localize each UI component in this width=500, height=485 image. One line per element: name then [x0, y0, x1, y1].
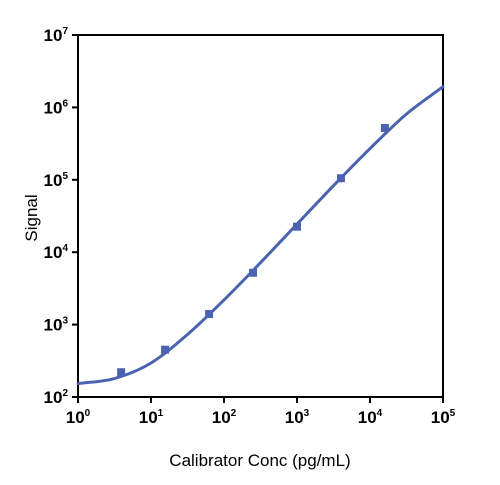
x-tick-label: 103	[285, 408, 310, 427]
fit-curve	[76, 85, 445, 386]
fit-curve-layer	[76, 85, 445, 386]
data-point	[161, 345, 170, 354]
x-axis-title: Calibrator Conc (pg/mL)	[169, 451, 350, 470]
y-tick-label: 106	[44, 98, 69, 117]
plot-frame	[77, 34, 444, 398]
data-point	[249, 268, 258, 277]
data-point	[293, 222, 301, 231]
y-tick-label: 105	[44, 171, 69, 190]
y-tick-label: 102	[44, 388, 69, 407]
x-axis: 100 101 102 103 104 105	[66, 397, 456, 427]
data-point	[117, 368, 126, 377]
plot-border	[77, 34, 444, 398]
y-tick-label: 107	[44, 26, 69, 45]
y-axis-title: Signal	[22, 194, 41, 241]
x-tick-label: 105	[431, 408, 456, 427]
y-axis: 102 103 104 105 106 107	[44, 26, 78, 407]
x-tick-label: 101	[139, 408, 164, 427]
data-point	[336, 174, 345, 183]
y-tick-label: 104	[44, 243, 69, 262]
data-point	[205, 310, 214, 319]
x-tick-label: 104	[358, 408, 383, 427]
x-tick-label: 100	[66, 408, 91, 427]
y-tick-label: 103	[44, 316, 69, 335]
data-points-layer	[117, 123, 389, 377]
x-tick-label: 102	[212, 408, 237, 427]
data-point	[380, 123, 389, 132]
